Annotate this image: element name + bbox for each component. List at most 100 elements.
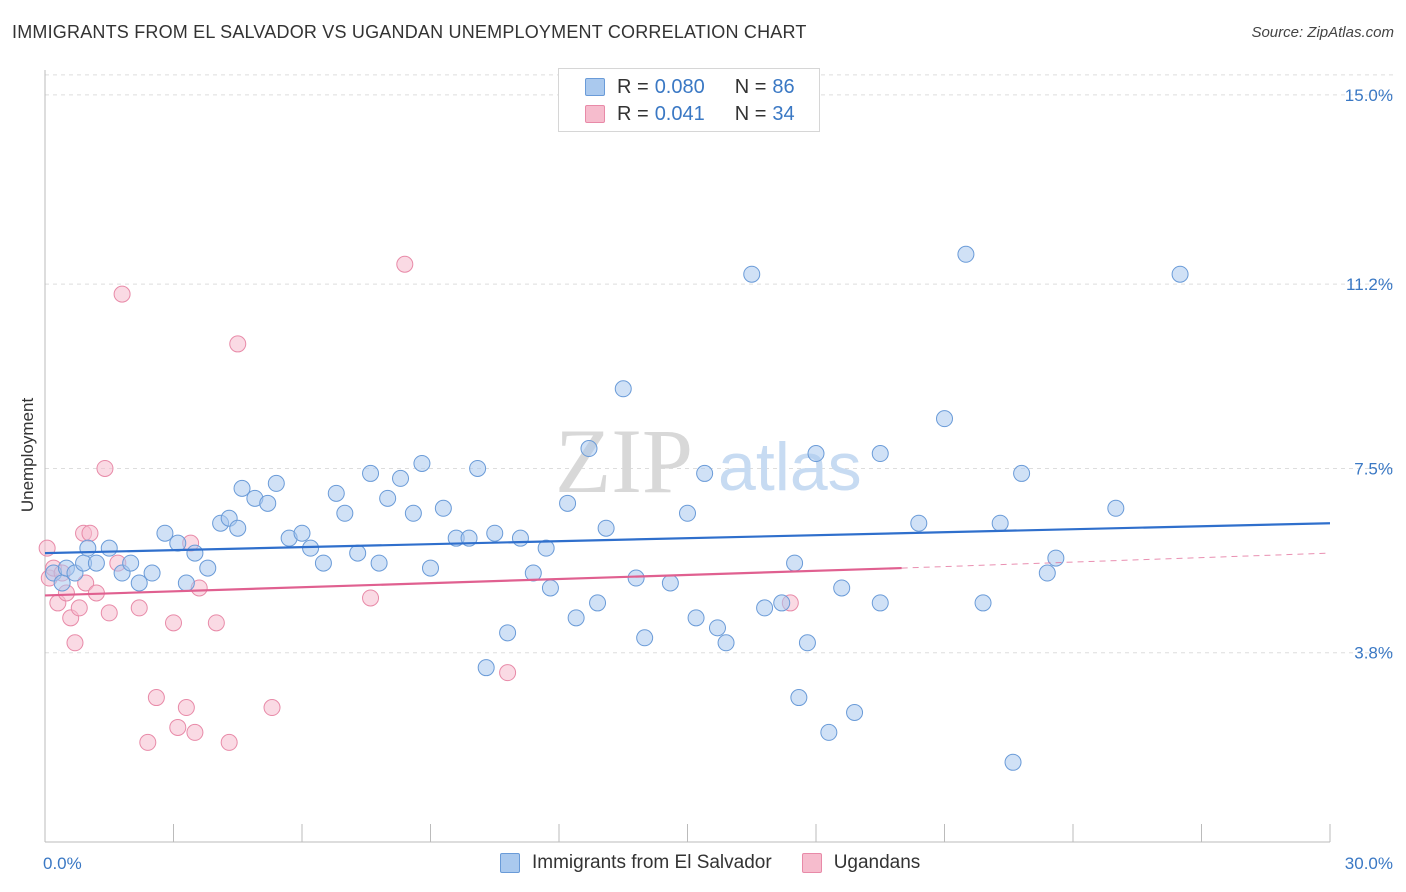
data-point-el-salvador xyxy=(936,410,953,428)
data-point-el-salvador xyxy=(798,634,816,652)
data-point-ugandans xyxy=(207,614,225,632)
legend-label-el-salvador: Immigrants from El Salvador xyxy=(532,852,772,873)
data-point-el-salvador xyxy=(636,629,654,647)
data-point-el-salvador xyxy=(143,564,161,582)
x-tick-label: 30.0% xyxy=(1345,854,1393,873)
trend-lines xyxy=(44,522,1331,597)
data-point-el-salvador xyxy=(259,494,277,512)
data-point-el-salvador xyxy=(541,579,559,597)
data-point-el-salvador xyxy=(79,539,97,557)
data-point-el-salvador xyxy=(233,479,251,497)
legend-swatch-pink xyxy=(801,853,822,873)
data-point-ugandans xyxy=(96,459,114,477)
legend-row-el-salvador: R = 0.080 N = 86 xyxy=(585,75,795,99)
data-point-el-salvador xyxy=(349,544,367,562)
data-point-el-salvador xyxy=(1047,549,1065,567)
data-point-el-salvador xyxy=(511,529,529,547)
legend-n-value: 86 xyxy=(772,75,795,98)
x-tick-label: 0.0% xyxy=(43,854,82,873)
data-point-el-salvador xyxy=(199,559,217,577)
data-point-el-salvador xyxy=(370,554,388,572)
y-tick-label: 7.5% xyxy=(1354,459,1393,478)
data-point-ugandans xyxy=(66,634,84,652)
data-point-el-salvador xyxy=(336,504,354,522)
data-point-ugandans xyxy=(177,699,195,717)
legend-n-label: N = xyxy=(734,102,767,125)
data-point-ugandans xyxy=(81,524,99,542)
legend-n-label: N = xyxy=(734,75,767,98)
data-point-ugandans xyxy=(165,614,182,632)
trend-line-el-salvador xyxy=(44,522,1331,555)
data-point-el-salvador xyxy=(687,609,705,627)
data-point-el-salvador xyxy=(1004,753,1022,771)
data-point-el-salvador xyxy=(186,544,204,562)
data-point-el-salvador xyxy=(327,484,345,502)
data-point-el-salvador xyxy=(413,454,431,472)
data-point-el-salvador xyxy=(100,539,118,557)
source-note: Source: ZipAtlas.com xyxy=(1251,24,1394,41)
data-point-ugandans xyxy=(186,723,204,741)
data-point-ugandans xyxy=(130,599,148,617)
data-point-el-salvador xyxy=(833,579,851,597)
data-point-el-salvador xyxy=(661,574,679,592)
data-point-el-salvador xyxy=(756,599,774,617)
data-point-ugandans xyxy=(499,664,517,682)
data-point-el-salvador xyxy=(392,469,410,487)
data-point-el-salvador xyxy=(229,519,247,537)
data-point-el-salvador xyxy=(293,524,311,542)
legend-stats: R = 0.080 N = 86 R = 0.041 N = 34 xyxy=(558,68,820,132)
data-point-el-salvador xyxy=(820,723,838,741)
data-point-ugandans xyxy=(169,718,187,736)
data-point-el-salvador xyxy=(957,245,975,263)
legend-swatch-pink xyxy=(585,105,605,123)
trend-line-ugandans-extension xyxy=(901,552,1331,569)
grid-lines xyxy=(45,74,1395,654)
watermark-atlas: atlas xyxy=(718,429,862,505)
data-point-el-salvador xyxy=(404,504,422,522)
legend-r-value: 0.080 xyxy=(654,75,705,98)
data-point-ugandans xyxy=(263,699,281,717)
data-point-el-salvador xyxy=(1171,265,1189,283)
data-point-el-salvador xyxy=(871,445,889,463)
data-point-el-salvador xyxy=(696,464,714,482)
y-tick-label: 11.2% xyxy=(1346,275,1393,294)
legend-swatch-blue xyxy=(500,853,520,873)
data-point-ugandans xyxy=(113,285,131,303)
data-point-el-salvador xyxy=(486,524,504,542)
legend-item-el-salvador: Immigrants from El Salvador xyxy=(500,852,772,874)
data-point-el-salvador xyxy=(991,514,1009,532)
data-point-el-salvador xyxy=(477,659,495,677)
data-point-el-salvador xyxy=(1107,499,1125,517)
data-point-el-salvador xyxy=(708,619,726,637)
data-point-el-salvador xyxy=(499,624,517,642)
data-point-ugandans xyxy=(147,689,165,707)
watermark-zip: ZIP xyxy=(555,410,693,512)
data-point-el-salvador xyxy=(743,265,761,283)
data-point-el-salvador xyxy=(580,440,598,458)
y-tick-label: 15.0% xyxy=(1345,86,1393,105)
legend-r-label: R = xyxy=(617,102,649,125)
tick-labels: 3.8% 7.5% 11.2% 15.0% 0.0% 30.0% xyxy=(43,86,1393,873)
data-point-el-salvador xyxy=(314,554,332,572)
legend-r-value: 0.041 xyxy=(654,102,705,125)
axes xyxy=(44,70,1331,843)
legend-item-ugandans: Ugandans xyxy=(801,852,920,874)
data-point-el-salvador xyxy=(790,689,808,707)
data-point-ugandans xyxy=(70,599,88,617)
legend-n-value: 34 xyxy=(772,102,795,125)
data-point-el-salvador xyxy=(87,554,105,572)
data-point-el-salvador xyxy=(974,594,992,612)
data-point-el-salvador xyxy=(786,554,804,572)
data-point-ugandans xyxy=(362,589,380,607)
data-point-ugandans xyxy=(229,335,247,353)
data-point-el-salvador xyxy=(434,499,452,517)
legend-swatch-blue xyxy=(585,78,605,96)
data-point-el-salvador xyxy=(130,574,148,592)
data-point-ugandans xyxy=(139,733,157,751)
data-point-ugandans xyxy=(100,604,118,622)
data-point-el-salvador xyxy=(267,474,285,492)
data-point-ugandans xyxy=(220,733,238,751)
data-point-el-salvador xyxy=(537,539,555,557)
data-point-el-salvador xyxy=(807,445,825,463)
